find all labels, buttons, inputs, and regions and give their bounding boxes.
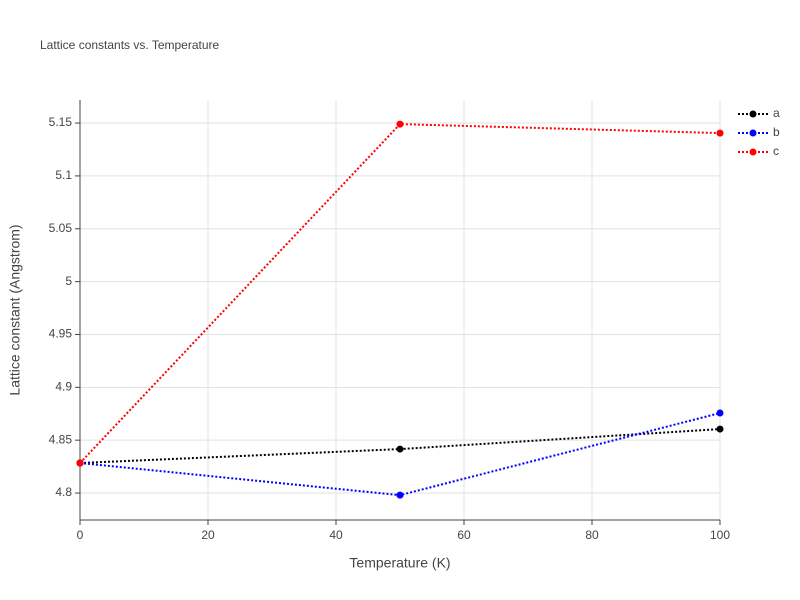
legend-label: a xyxy=(773,106,780,120)
y-tick-label: 4.9 xyxy=(55,380,72,394)
x-tick-label: 40 xyxy=(329,528,343,542)
legend-marker xyxy=(749,110,757,118)
y-tick-label: 5.15 xyxy=(49,115,73,129)
y-tick-label: 5.1 xyxy=(55,168,72,182)
data-point xyxy=(76,459,84,467)
series-line xyxy=(79,412,721,497)
legend-label: c xyxy=(773,144,779,158)
y-tick-label: 5 xyxy=(65,274,72,288)
data-point xyxy=(716,409,724,417)
y-tick-label: 5.05 xyxy=(49,221,73,235)
data-point xyxy=(716,129,724,137)
chart-title: Lattice constants vs. Temperature xyxy=(40,38,220,52)
data-point xyxy=(396,445,404,453)
legend-marker xyxy=(749,148,757,156)
x-tick-label: 0 xyxy=(77,528,84,542)
legend-marker xyxy=(749,129,757,137)
data-point xyxy=(396,120,404,128)
x-tick-label: 100 xyxy=(710,528,730,542)
legend-label: b xyxy=(773,125,780,139)
series-line xyxy=(79,123,721,464)
x-axis-title: Temperature (K) xyxy=(349,555,450,571)
y-tick-label: 4.8 xyxy=(55,485,72,499)
data-point xyxy=(716,425,724,433)
x-tick-label: 20 xyxy=(201,528,215,542)
x-tick-label: 80 xyxy=(585,528,599,542)
y-tick-label: 4.85 xyxy=(49,432,73,446)
y-tick-label: 4.95 xyxy=(49,327,73,341)
y-axis-title: Lattice constant (Angstrom) xyxy=(7,224,23,395)
data-point xyxy=(396,491,404,499)
x-tick-label: 60 xyxy=(457,528,471,542)
